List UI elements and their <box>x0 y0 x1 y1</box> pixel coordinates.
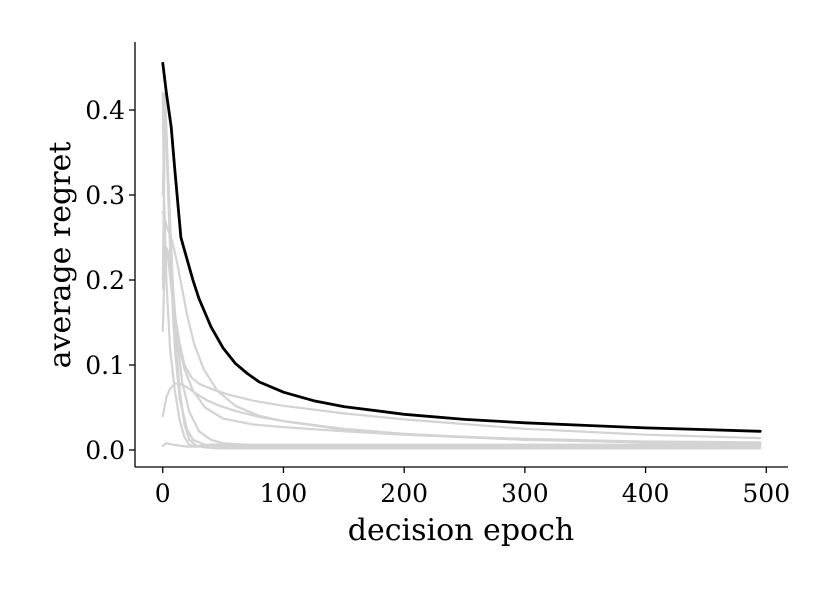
y-tick-label: 0.4 <box>85 96 125 125</box>
y-axis-title: average regret <box>43 142 78 369</box>
x-ticks: 0 100 200 300 400 500 <box>155 467 790 508</box>
y-tick-label: 0.3 <box>85 181 125 210</box>
average-regret-line <box>161 61 762 433</box>
x-tick-label: 100 <box>260 479 308 508</box>
x-tick-label: 400 <box>622 479 670 508</box>
background-run-line-2 <box>161 91 762 448</box>
y-tick-label: 0.2 <box>85 266 125 295</box>
x-tick-label: 300 <box>501 479 549 508</box>
axes <box>134 42 788 468</box>
x-tick-label: 500 <box>742 479 790 508</box>
y-tick-label: 0.0 <box>85 436 125 465</box>
x-tick-label: 0 <box>155 479 171 508</box>
y-tick-label: 0.1 <box>85 351 125 380</box>
x-axis-title: decision epoch <box>348 513 574 548</box>
background-run-line-6 <box>161 210 762 445</box>
plot-lines <box>161 61 762 450</box>
x-tick-label: 200 <box>380 479 428 508</box>
background-run-line-9 <box>161 91 762 448</box>
y-ticks: 0.0 0.1 0.2 0.3 0.4 <box>85 96 135 465</box>
background-run-line-3 <box>161 100 762 446</box>
background-run-line-5 <box>161 244 762 440</box>
background-run-line-1 <box>161 100 762 450</box>
